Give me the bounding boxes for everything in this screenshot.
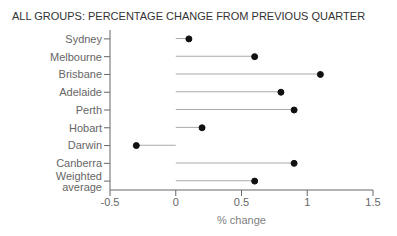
svg-text:Adelaide: Adelaide [59,86,102,98]
svg-text:Melbourne: Melbourne [50,51,102,63]
svg-text:Canberra: Canberra [56,157,103,169]
svg-text:Perth: Perth [76,104,102,116]
html-text:ALL GROUPS: PERCENTAGE CHANGE: ALL GROUPS: PERCENTAGE CHANGE FROM PREVI… [12,10,366,22]
svg-text:-0.5: -0.5 [101,196,120,208]
svg-text:Weightedaverage: Weightedaverage [56,170,102,193]
svg-text:0: 0 [173,196,179,208]
svg-text:0.5: 0.5 [234,196,249,208]
svg-text:Darwin: Darwin [68,139,102,151]
svg-text:1.5: 1.5 [365,196,380,208]
svg-text:% change: % change [217,214,266,226]
svg-text:Sydney: Sydney [65,33,102,45]
svg-text:Hobart: Hobart [69,122,102,134]
svg-text:Brisbane: Brisbane [59,68,102,80]
svg-text:1: 1 [304,196,310,208]
